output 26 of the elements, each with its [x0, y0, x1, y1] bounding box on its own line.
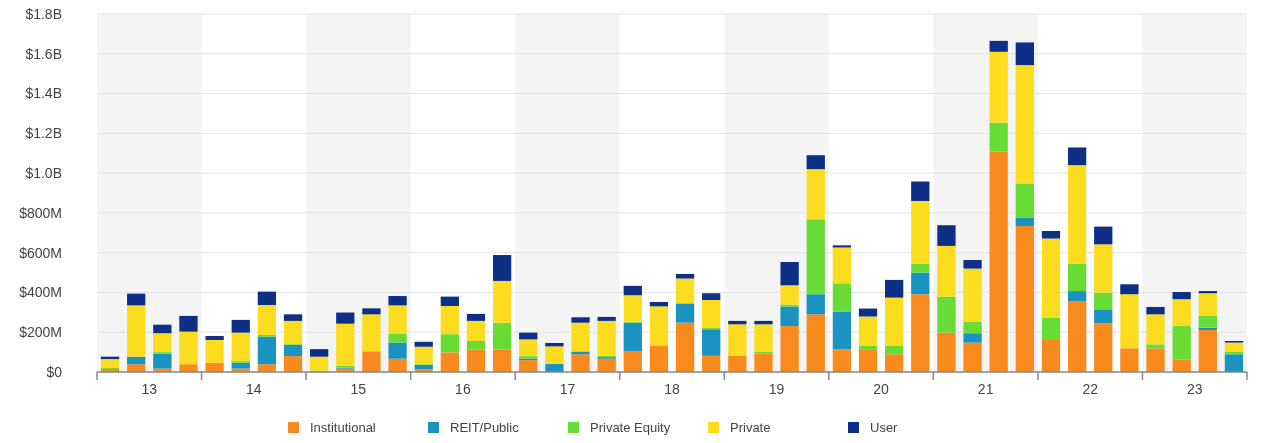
x-tick-label: 13	[141, 381, 158, 397]
legend-label: Institutional	[310, 420, 376, 435]
legend-label: Private	[730, 420, 771, 435]
y-tick-label: $0	[46, 363, 63, 380]
legend-label: Private Equity	[590, 420, 671, 435]
y-tick-label: $800M	[19, 204, 62, 221]
y-tick-label: $1.0B	[25, 165, 62, 182]
x-tick-label: 17	[559, 381, 576, 397]
y-tick-label: $600M	[19, 244, 62, 261]
y-tick-label: $1.8B	[25, 5, 62, 22]
y-tick-label: $200M	[19, 324, 62, 341]
x-tick-label: 19	[768, 381, 785, 397]
x-tick-label: 18	[664, 381, 680, 397]
x-tick-label: 22	[1082, 381, 1099, 397]
x-tick-label: 15	[350, 381, 367, 397]
y-tick-label: $1.4B	[25, 85, 62, 102]
x-tick-label: 23	[1186, 381, 1203, 397]
x-tick-label: 16	[455, 381, 471, 397]
y-tick-label: $1.2B	[25, 125, 62, 142]
x-tick-label: 20	[873, 381, 890, 397]
x-tick-label: 21	[977, 381, 994, 397]
y-tick-label: $1.6B	[25, 45, 62, 62]
x-tick-label: 14	[246, 381, 262, 397]
legend-label: REIT/Public	[450, 420, 520, 435]
y-tick-label: $400M	[19, 284, 62, 301]
legend-label: User	[870, 420, 899, 435]
